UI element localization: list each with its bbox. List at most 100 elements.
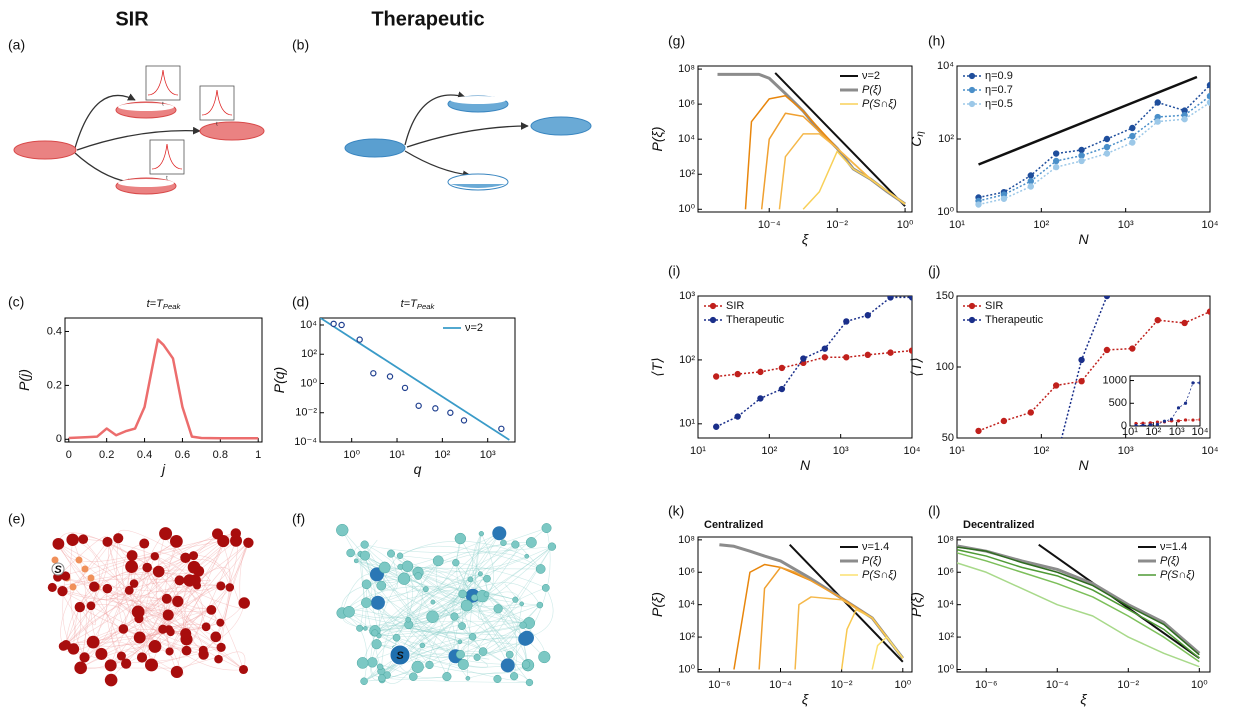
- network-node: [419, 642, 426, 649]
- x-tick-label: 0.6: [175, 449, 190, 461]
- x-tick-label: 10²: [1145, 426, 1161, 438]
- y-tick-label: 10²: [679, 168, 695, 180]
- network-edge: [166, 585, 198, 652]
- network-edge: [463, 546, 553, 665]
- label-subscript: Peak: [163, 302, 182, 311]
- network-node: [57, 586, 68, 597]
- y-tick-label: 10⁶: [678, 566, 695, 578]
- network-node: [216, 581, 226, 591]
- network-node: [139, 538, 150, 549]
- network-edge: [79, 605, 96, 626]
- y-tick-label: 10⁶: [937, 566, 954, 578]
- series-line: [320, 318, 510, 441]
- series-line: [778, 133, 906, 210]
- data-point: [498, 425, 505, 432]
- y-tick-label: 10⁸: [937, 534, 954, 546]
- network-edge: [348, 593, 463, 619]
- panel-label: (c): [8, 294, 24, 310]
- network-node: [230, 534, 242, 547]
- network-node: [396, 552, 404, 559]
- legend-label: ν=1.4: [1160, 541, 1187, 553]
- y-tick-label: 10⁶: [678, 98, 695, 110]
- network-edge: [95, 533, 237, 646]
- network-node: [538, 650, 551, 664]
- y-tick-label: 10²: [679, 631, 695, 643]
- y-tick-label: 10⁴: [678, 599, 695, 611]
- network-edge: [116, 538, 143, 658]
- network-edge: [366, 584, 460, 643]
- network-node: [492, 526, 507, 541]
- network-node: [483, 574, 491, 583]
- network-node: [511, 540, 520, 549]
- network-edge: [65, 541, 109, 646]
- network-edge: [359, 554, 364, 629]
- network-edge: [408, 624, 484, 652]
- network-edge: [475, 533, 510, 655]
- data-point: [1162, 419, 1167, 423]
- series-line: [957, 548, 1200, 659]
- data-point: [1154, 118, 1161, 125]
- network-node: [450, 612, 459, 621]
- y-tick-label: 10⁴: [300, 319, 317, 331]
- column-header: Therapeutic: [371, 8, 484, 30]
- network-node: [401, 560, 414, 572]
- y-tick-label: 10¹: [679, 418, 695, 430]
- data-point: [1027, 183, 1034, 190]
- network-node: [509, 672, 519, 681]
- network-node: [61, 639, 71, 650]
- network-edge: [429, 664, 529, 674]
- x-tick-label: 0.8: [213, 449, 228, 461]
- data-point: [843, 354, 850, 361]
- network-node: [75, 556, 83, 564]
- seed-label: S: [54, 564, 62, 576]
- label-text: q: [414, 461, 422, 477]
- data-point: [1052, 157, 1060, 165]
- network-node: [457, 639, 463, 645]
- data-point: [386, 373, 394, 380]
- axes-frame: [319, 317, 516, 443]
- therapeutic-nodes: [344, 95, 592, 191]
- network-edge: [399, 555, 516, 600]
- network-edge: [84, 540, 237, 658]
- network-node: [465, 676, 471, 681]
- network-edge: [381, 573, 481, 680]
- series-line: [716, 349, 912, 378]
- network-edge: [80, 538, 119, 668]
- network-edge: [143, 543, 212, 611]
- network-node: [152, 565, 165, 578]
- data-point: [1052, 382, 1060, 389]
- network-node: [392, 633, 401, 642]
- axis-label-group: N: [1078, 457, 1089, 473]
- x-tick-label: 0.4: [137, 449, 152, 461]
- network-node: [201, 622, 211, 632]
- network-edge: [182, 580, 207, 628]
- network-edge: [463, 657, 489, 668]
- label-text: ξ: [1080, 691, 1087, 707]
- data-point: [1155, 422, 1160, 426]
- network-node: [60, 571, 71, 581]
- network-node: [238, 597, 250, 609]
- network-edge: [455, 562, 530, 683]
- x-tick-label: 10⁻²: [1117, 679, 1139, 691]
- network-node: [547, 542, 557, 551]
- network-node: [376, 580, 387, 591]
- network-node: [525, 537, 537, 548]
- network-node: [493, 604, 503, 614]
- data-point: [1169, 417, 1174, 421]
- legend-label: η=0.7: [985, 84, 1013, 96]
- network-node: [116, 651, 126, 661]
- data-point: [1028, 471, 1033, 476]
- label-text: ⟨T⟩: [649, 357, 665, 376]
- legend-label: ν=1.4: [862, 541, 889, 553]
- network-edge: [107, 588, 222, 648]
- network-node: [198, 649, 209, 660]
- network-node: [371, 639, 382, 650]
- axis-label-group: N: [800, 457, 811, 473]
- network-node: [468, 633, 477, 641]
- network-edge: [65, 533, 236, 646]
- legend-label: P(S∩ξ): [862, 98, 897, 110]
- network-node: [189, 551, 199, 561]
- data-point: [401, 384, 409, 392]
- axis-label-group: ⟨T⟩: [908, 357, 924, 376]
